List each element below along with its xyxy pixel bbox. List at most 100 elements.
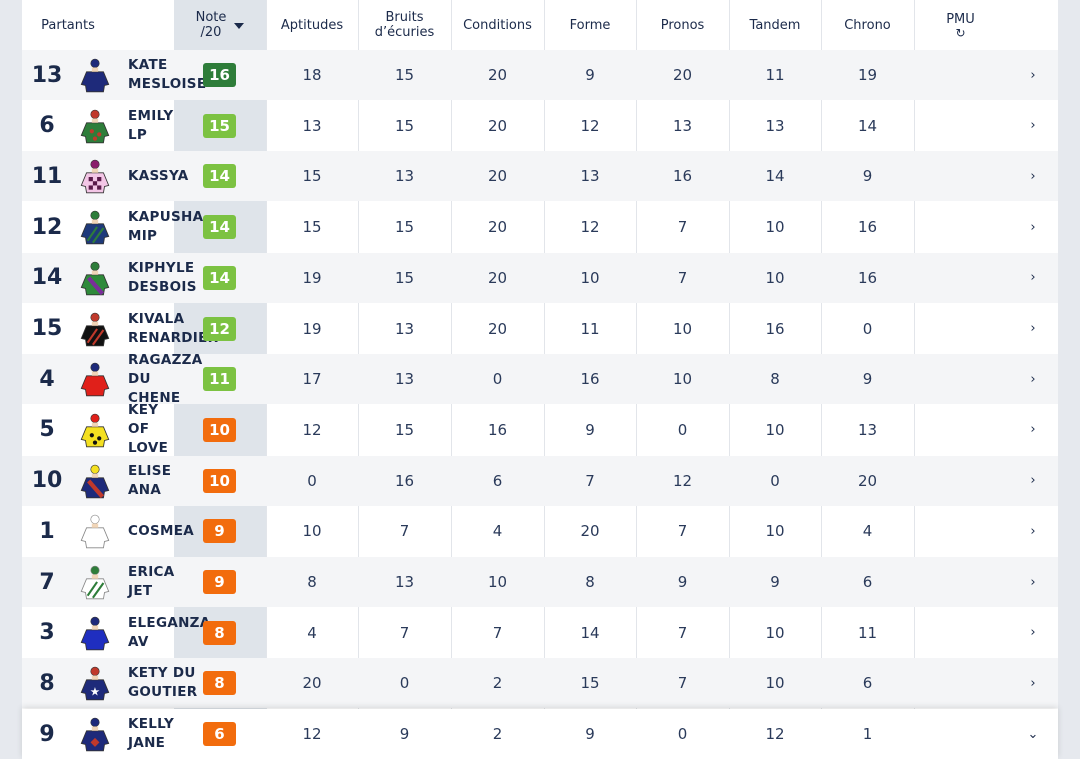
table-row[interactable]: 13 KATE MESLOISE 16 18 15 20 9 20 11 19 ›	[22, 50, 1058, 100]
note-badge: 10	[203, 468, 236, 493]
cell-pronos: 20	[672, 66, 693, 84]
jockey-silk-icon	[76, 57, 114, 95]
table-row[interactable]: 11 KASSYA 14 15 13 20 13 16 14 9 ›	[22, 151, 1058, 202]
runner-number: 9	[39, 721, 55, 747]
header-note-sort[interactable]: Note /20	[174, 0, 266, 50]
expand-chevron-icon[interactable]: ›	[1030, 67, 1036, 83]
header-forme[interactable]: Forme	[544, 0, 636, 50]
runner-number: 5	[39, 417, 55, 443]
cell-aptitudes: 12	[302, 420, 322, 439]
cell-bruits: 7	[399, 623, 410, 642]
cell-aptitudes: 10	[302, 522, 322, 541]
expand-chevron-icon[interactable]: ›	[1030, 473, 1036, 489]
cell-bruits: 0	[399, 674, 410, 693]
cell-tandem: 12	[765, 725, 785, 744]
cell-forme: 20	[580, 522, 600, 541]
cell-chrono: 4	[862, 522, 873, 541]
refresh-icon[interactable]: ↻	[955, 25, 966, 40]
table-row[interactable]: 4 RAGAZZA DU CHENE 11 17 13 0 16 10 8 9 ›	[22, 351, 1058, 406]
header-bruits[interactable]: Bruits d’écuries	[358, 0, 451, 50]
runner-number: 10	[31, 468, 63, 494]
cell-chrono: 19	[857, 66, 878, 84]
runner-name[interactable]: KETY DU GOUTIER	[128, 665, 198, 701]
header-label: Note	[195, 10, 227, 25]
runner-name[interactable]: KAPUSHA MIP	[128, 209, 204, 245]
cell-tandem: 0	[770, 471, 780, 490]
runner-name[interactable]: ERICA JET	[128, 564, 175, 599]
cell-forme: 13	[580, 167, 600, 186]
expand-chevron-icon[interactable]: ›	[1030, 168, 1036, 184]
runner-name[interactable]: ELEGANZA AV	[128, 614, 211, 650]
sort-caret-icon	[234, 23, 245, 29]
expand-chevron-icon[interactable]: ›	[1030, 321, 1036, 336]
runner-name[interactable]: KASSYA	[128, 167, 189, 184]
header-partants[interactable]: Partants	[22, 0, 114, 50]
header-chrono[interactable]: Chrono	[821, 0, 914, 50]
runner-name[interactable]: KIVALA RENARDIER	[128, 310, 219, 346]
table-row[interactable]: 8 ★ KETY DU GOUTIER 8 20 0 2 15 7 10 6 ›	[22, 658, 1058, 709]
cell-conditions: 20	[487, 66, 508, 84]
table-row[interactable]: 7 ERICA JET 9 8 13 10 8 9 9 6 ›	[22, 557, 1058, 607]
cell-conditions: 0	[492, 370, 503, 389]
expand-chevron-icon[interactable]: ›	[1030, 523, 1036, 539]
header-tandem[interactable]: Tandem	[729, 0, 821, 50]
jockey-silk-icon	[76, 716, 114, 754]
cell-chrono: 1	[862, 725, 873, 744]
expand-chevron-icon[interactable]: ›	[1030, 270, 1036, 286]
table-row[interactable]: 12 KAPUSHA MIP 14 15 15 20 12 7 10 16 ›	[22, 202, 1058, 252]
table-header: Partants Note /20 Aptitudes Bruits d’écu…	[22, 0, 1058, 50]
runner-number: 14	[31, 265, 63, 291]
runner-name[interactable]: KIPHYLE DESBOIS	[128, 259, 197, 295]
jockey-silk-icon	[76, 209, 114, 247]
runner-name[interactable]: KEY OF LOVE	[128, 402, 169, 457]
table-row[interactable]: 1 COSMEA 9 10 7 4 20 7 10 4 ›	[22, 506, 1058, 556]
cell-bruits: 13	[394, 370, 415, 389]
expand-chevron-icon[interactable]: ›	[1030, 675, 1036, 691]
table-row[interactable]: 10 ELISE ANA 10 0 16 6 7 12 0 20 ›	[22, 455, 1058, 506]
cell-conditions: 4	[492, 522, 503, 541]
expand-chevron-icon[interactable]: ⌄	[1027, 726, 1039, 742]
cell-tandem: 8	[770, 370, 780, 389]
cell-pronos: 7	[677, 218, 688, 237]
expand-chevron-icon[interactable]: ›	[1030, 625, 1036, 641]
header-label: Chrono	[844, 17, 891, 33]
cell-pronos: 7	[677, 268, 688, 287]
table-row[interactable]: 6 EMILY LP 15 13 15 20 12 13 13 14 ›	[22, 101, 1058, 151]
cell-conditions: 20	[487, 116, 508, 135]
cell-pronos: 10	[672, 370, 693, 389]
header-label: Forme	[569, 17, 611, 33]
cell-forme: 10	[580, 268, 600, 287]
cell-pronos: 13	[672, 116, 693, 135]
cell-pronos: 9	[677, 573, 688, 591]
cell-conditions: 10	[487, 573, 508, 591]
header-pronos[interactable]: Pronos	[636, 0, 729, 50]
note-badge: 6	[203, 722, 236, 747]
expand-chevron-icon[interactable]: ›	[1030, 574, 1036, 590]
header-aptitudes[interactable]: Aptitudes	[266, 0, 358, 50]
expand-chevron-icon[interactable]: ›	[1030, 118, 1036, 134]
table-row[interactable]: 3 ELEGANZA AV 8 4 7 7 14 7 10 11 ›	[22, 608, 1058, 658]
cell-chrono: 11	[857, 623, 878, 642]
cell-forme: 8	[585, 573, 595, 591]
cell-bruits: 15	[394, 116, 415, 135]
cell-forme: 15	[580, 674, 600, 693]
cell-bruits: 15	[394, 420, 415, 439]
runner-name[interactable]: COSMEA	[128, 522, 195, 539]
cell-tandem: 11	[765, 66, 785, 84]
header-conditions[interactable]: Conditions	[451, 0, 544, 50]
runner-name[interactable]: KELLY JANE	[128, 716, 175, 752]
table-row[interactable]: 15 KIVALA RENARDIER 12 19 13 20 11 10 16 0 ›	[22, 304, 1058, 354]
expand-chevron-icon[interactable]: ›	[1030, 219, 1036, 235]
table-row[interactable]: 5 KEY OF LOVE 10 12 15 16 9 0 10 13 ›	[22, 402, 1058, 457]
expand-chevron-icon[interactable]: ›	[1030, 371, 1036, 387]
table-row[interactable]: 9 KELLY JANE 6 12 9 2 9 0 12 1 ⌄	[22, 709, 1058, 759]
cell-pronos: 10	[672, 319, 693, 338]
runner-name[interactable]: KATE MESLOISE	[128, 57, 207, 92]
table-row[interactable]: 14 KIPHYLE DESBOIS 14 19 15 20 10 7 10 16 ›	[22, 252, 1058, 303]
runner-name[interactable]: ELISE ANA	[128, 462, 172, 498]
runner-name[interactable]: RAGAZZA DU CHENE	[128, 351, 203, 406]
expand-chevron-icon[interactable]: ›	[1030, 422, 1036, 438]
cell-bruits: 15	[394, 218, 415, 237]
header-pmu[interactable]: PMU ↻	[914, 0, 1007, 50]
runner-name[interactable]: EMILY LP	[128, 107, 174, 143]
